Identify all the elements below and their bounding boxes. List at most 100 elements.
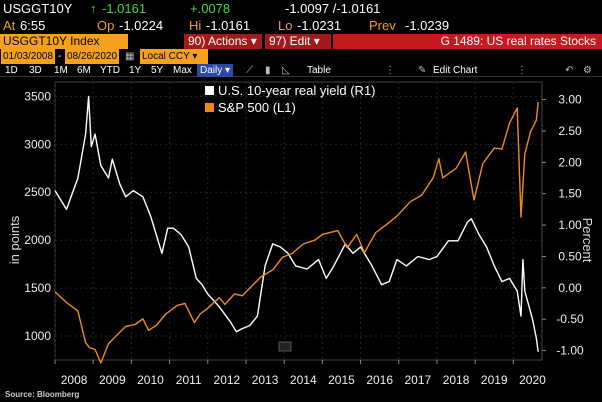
left-axis-title: in points (7, 215, 22, 264)
legend-swatch-spx (205, 103, 214, 112)
drag-handle-icon[interactable]: ⋮ (385, 65, 395, 76)
prev-value: -1.0239 (405, 18, 450, 33)
x-tick-label: 2011 (176, 373, 202, 387)
x-tick-label: 2015 (328, 373, 355, 387)
period-3d[interactable]: 3D (29, 65, 42, 76)
start-date-field[interactable]: 01/03/2008 (1, 49, 56, 64)
x-tick-label: 2008 (61, 373, 88, 387)
quote-header: USGGT10Y ↑ -1.0161 +.0078 -1.0097 /-1.01… (0, 0, 602, 17)
x-tick-label: 2013 (252, 373, 279, 387)
right-axis-title: Percent (580, 218, 595, 263)
left-tick-label: 3500 (24, 89, 51, 103)
open-label: Op (97, 18, 115, 33)
x-tick-label: 2010 (137, 373, 164, 387)
edit-chart-icon: ✎ (418, 65, 427, 76)
undo-icon[interactable]: ↶ (565, 65, 574, 76)
x-tick-label: 2016 (366, 373, 393, 387)
x-tick-label: 2019 (481, 373, 508, 387)
x-tick-label: 2017 (405, 373, 432, 387)
period-1y[interactable]: 1Y (129, 65, 142, 76)
edit-menu[interactable]: 97) Edit ▾ (265, 34, 331, 49)
x-axis-ticks: 2008 2009 2010 2011 2012 2013 2014 2015 2016 2017… (61, 373, 546, 387)
date-range-bar: 01/03/2008 - 08/26/2020 ▦ Local CCY ▾ (0, 49, 602, 64)
right-tick-label: 2.00 (558, 155, 582, 169)
legend-label-spx: S&P 500 (L1) (218, 100, 296, 115)
right-tick-label: 2.50 (558, 124, 582, 138)
open-value: -1.0224 (119, 18, 164, 33)
at-label: At (3, 18, 16, 33)
x-tick-label: 2009 (99, 373, 126, 387)
more-options-icon[interactable]: ⋮ (517, 65, 527, 76)
low-value: -1.0231 (297, 18, 342, 33)
low-label: Lo (278, 18, 293, 33)
date-separator: - (58, 51, 62, 62)
up-arrow-icon: ↑ (90, 1, 97, 16)
chevron-down-icon: ▾ (250, 34, 257, 48)
right-tick-label: 0.50 (558, 249, 582, 263)
period-max[interactable]: Max (173, 65, 192, 76)
prev-label: Prev (369, 18, 396, 33)
right-tick-label: 1.00 (558, 218, 582, 232)
right-tick-label: -0.50 (556, 312, 584, 326)
left-tick-label: 3000 (24, 137, 51, 151)
chart-background (0, 77, 602, 402)
bar-chart-icon[interactable]: ▮ (265, 65, 271, 76)
period-5y[interactable]: 5Y (151, 65, 164, 76)
legend: U.S. 10-year real yield (R1) S&P 500 (L1… (205, 83, 376, 115)
x-tick-label: 2020 (519, 373, 546, 387)
right-tick-label: 3.00 (558, 93, 582, 107)
actions-label: 90) Actions (188, 34, 248, 48)
zoom-toggle-icon[interactable] (278, 341, 292, 352)
grid-lines (54, 81, 546, 364)
series-line-real-yield (54, 95, 539, 352)
actions-menu[interactable]: 90) Actions ▾ (184, 34, 262, 49)
calendar-icon[interactable]: ▦ (125, 51, 135, 62)
graph-title: G 1489: US real rates Stocks (333, 34, 602, 49)
high-label: Hi (189, 18, 202, 33)
legend-label-real-yield: U.S. 10-year real yield (R1) (218, 83, 376, 98)
left-tick-label: 1000 (24, 329, 51, 343)
source-note: Source: Bloomberg (5, 390, 79, 399)
period-1d[interactable]: 1D (5, 65, 18, 76)
left-axis-ticks: 3500 3000 2500 2000 1500 1000 (24, 89, 51, 343)
high-value: -1.0161 (206, 18, 251, 33)
plot-frame (54, 81, 543, 361)
right-axis-ticks: 3.00 2.50 2.00 1.50 1.00 0.50 0.00 -0.50 -1.00 (556, 93, 584, 358)
edit-label: 97) Edit (269, 34, 311, 48)
currency-select[interactable]: Local CCY ▾ (140, 49, 208, 64)
bid-ask: -1.0097 /-1.0161 (285, 1, 381, 16)
end-date-field[interactable]: 08/26/2020 (65, 49, 120, 64)
table-button[interactable]: Table (307, 65, 331, 76)
chart-toolbar: 1D 3D 1M 6M YTD 1Y 5Y Max Daily ▾ ⟋ ▮ ◺ … (0, 64, 602, 77)
quote-details: At 6:55 Op -1.0224 Hi -1.0161 Lo -1.0231… (0, 17, 602, 34)
area-chart-icon[interactable]: ◺ (282, 65, 290, 76)
frequency-label: Daily (200, 65, 223, 76)
left-tick-label: 2000 (24, 233, 51, 247)
right-tick-label: 1.50 (558, 187, 582, 201)
period-ytd[interactable]: YTD (100, 65, 120, 76)
currency-label: Local CCY (142, 51, 190, 62)
line-chart-icon[interactable]: ⟋ (246, 65, 253, 76)
left-tick-label: 2500 (24, 185, 51, 199)
net-change: +.0078 (190, 1, 231, 16)
right-tick-label: 0.00 (558, 281, 582, 295)
series-line-spx (54, 102, 539, 364)
x-tick-label: 2012 (214, 373, 241, 387)
chevron-down-icon: ▾ (313, 34, 320, 48)
command-bar: USGGT10Y Index 90) Actions ▾ 97) Edit ▾ … (0, 34, 602, 49)
x-tick-label: 2014 (290, 373, 317, 387)
security-field[interactable]: USGGT10Y Index (0, 34, 128, 49)
edit-chart-button[interactable]: Edit Chart (433, 65, 478, 76)
last-price: -1.0161 (102, 1, 147, 16)
legend-swatch-real-yield (205, 86, 214, 95)
at-time: 6:55 (20, 18, 46, 33)
x-tick-label: 2018 (443, 373, 470, 387)
right-tick-label: -1.00 (556, 344, 584, 358)
settings-icon[interactable]: ⚙ (583, 65, 592, 76)
series-lines (54, 95, 539, 364)
ticker-symbol[interactable]: USGGT10Y (3, 1, 73, 16)
left-tick-label: 1500 (24, 281, 51, 295)
frequency-select[interactable]: Daily ▾ (197, 64, 234, 77)
period-6m[interactable]: 6M (77, 65, 91, 76)
period-1m[interactable]: 1M (54, 65, 68, 76)
